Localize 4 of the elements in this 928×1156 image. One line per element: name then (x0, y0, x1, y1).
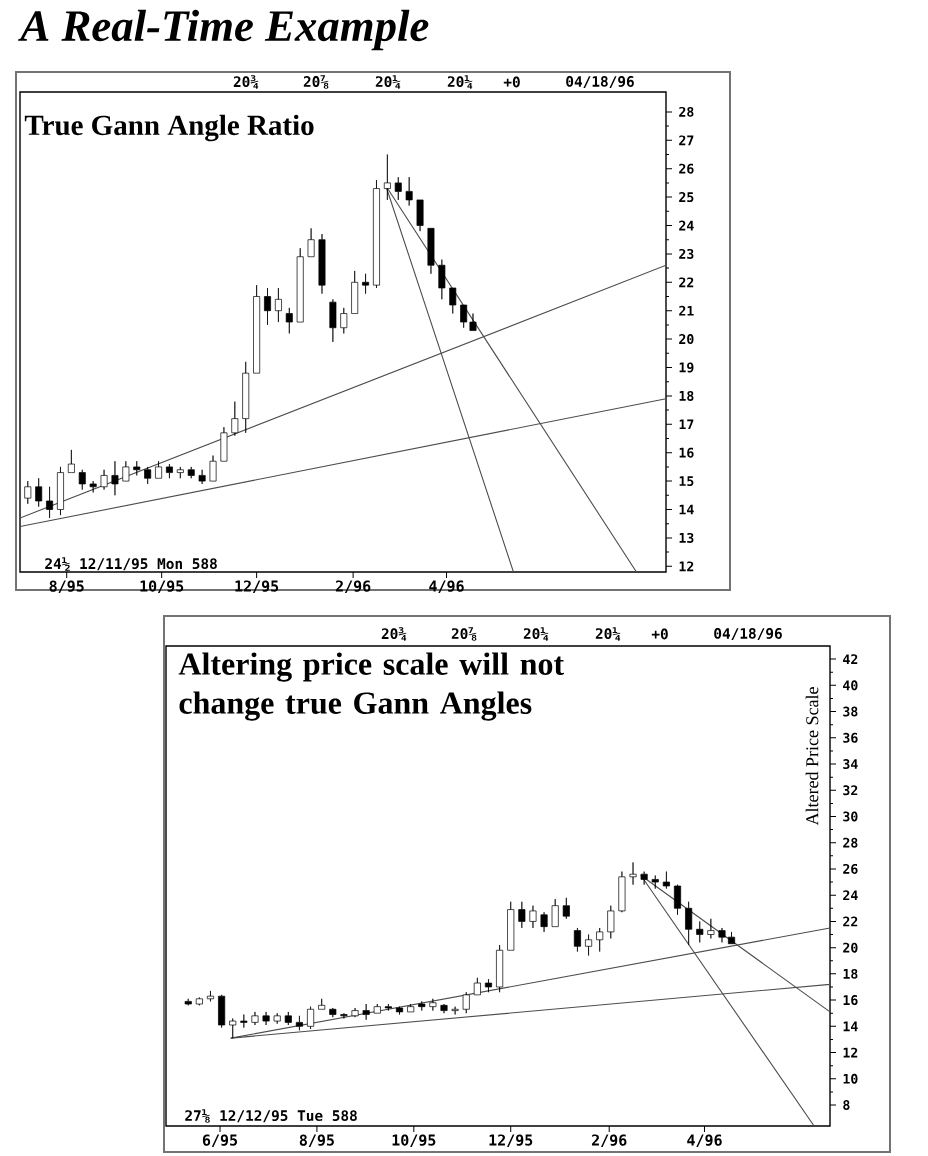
text: True Gann Angle Ratio (24, 114, 314, 142)
text: Altering price scale will not change true Gann Angles (178, 652, 564, 721)
chart-title: A Real-Time Example (18, 9, 429, 51)
y-axis-title: Altered Price Scale (805, 687, 819, 826)
